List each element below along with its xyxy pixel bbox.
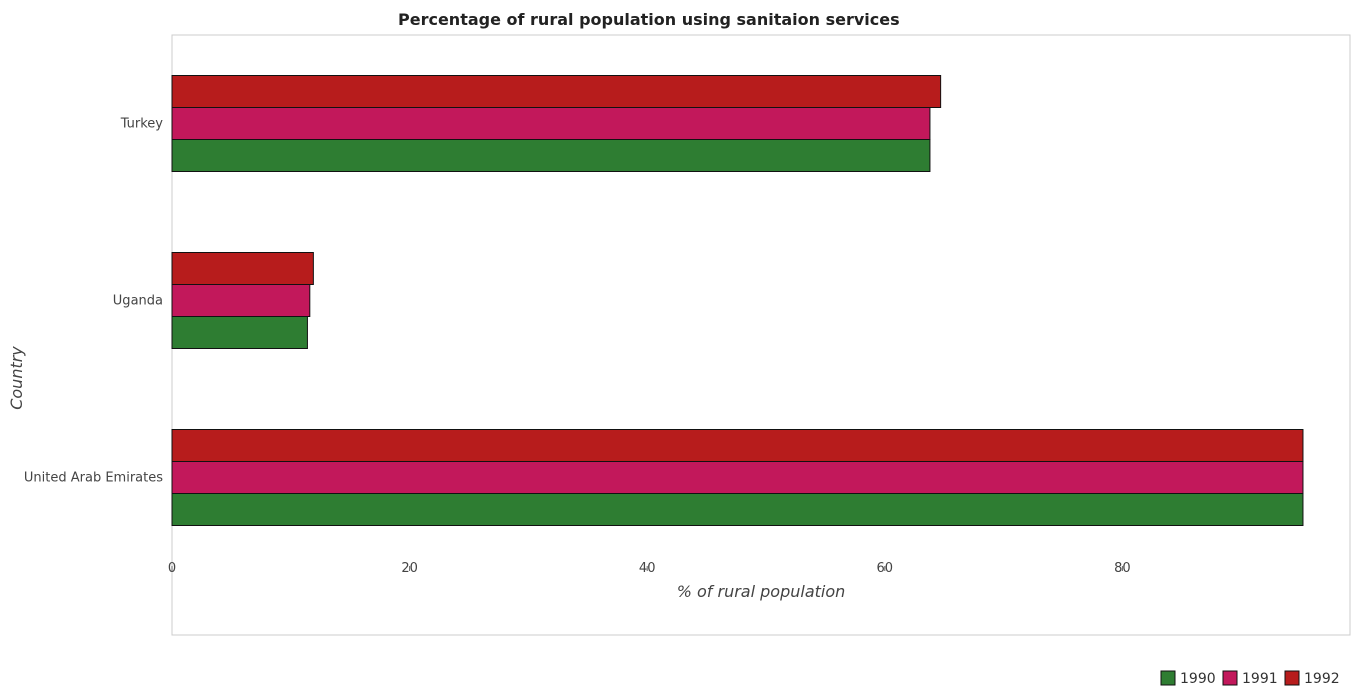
- y-tick-label: Turkey: [120, 117, 164, 132]
- bar-turkey-1992: [171, 75, 942, 108]
- chart-title: Percentage of rural population using san…: [398, 10, 900, 29]
- bar-uganda-1990: [171, 316, 308, 349]
- bar-united-arab-emirates-1990: [171, 493, 1304, 526]
- legend-label-1990: 1990: [1180, 671, 1216, 687]
- x-tick-label: 80: [1114, 561, 1131, 576]
- bar-uganda-1992: [171, 252, 314, 285]
- y-tick-label: United Arab Emirates: [24, 471, 163, 486]
- bar-turkey-1990: [171, 139, 931, 172]
- bar-united-arab-emirates-1991: [171, 461, 1304, 494]
- bar-turkey-1991: [171, 107, 931, 140]
- legend-label-1991: 1991: [1242, 671, 1278, 687]
- legend-swatch-1992: [1284, 670, 1300, 686]
- y-tick-labels: Turkey Uganda United Arab Emirates: [24, 117, 163, 486]
- x-tick-label: 60: [877, 561, 894, 576]
- y-tick-label: Uganda: [113, 294, 163, 309]
- bar-united-arab-emirates-1992: [171, 429, 1304, 462]
- x-axis-label: % of rural population: [677, 582, 846, 601]
- bars-layer: [171, 75, 1304, 526]
- x-tick-label: 40: [639, 561, 656, 576]
- x-tick-labels: 0 20 40 60 80: [168, 561, 1131, 576]
- legend-swatch-1990: [1160, 670, 1176, 686]
- x-tick-label: 0: [168, 561, 176, 576]
- y-axis-label: Country: [7, 346, 26, 410]
- legend-swatch-1991: [1222, 670, 1238, 686]
- bar-uganda-1991: [171, 284, 311, 317]
- legend: 1990 1991 1992: [1160, 670, 1340, 687]
- legend-label-1992: 1992: [1304, 671, 1340, 687]
- x-tick-label: 20: [401, 561, 418, 576]
